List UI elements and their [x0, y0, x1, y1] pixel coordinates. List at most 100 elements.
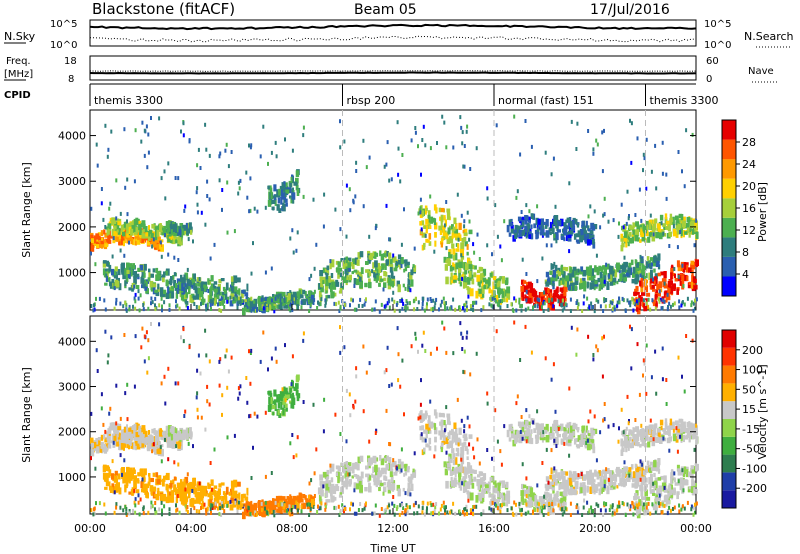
power-cell — [421, 138, 424, 142]
velocity-cell — [287, 501, 291, 507]
power-cell — [462, 271, 465, 276]
power-cell — [107, 147, 110, 152]
power-cell — [651, 284, 655, 290]
power-cell — [172, 224, 177, 232]
power-cell — [231, 285, 235, 293]
velocity-cell — [142, 488, 147, 493]
power-cell — [413, 307, 416, 312]
power-cell — [642, 152, 645, 157]
velocity-cell — [695, 489, 698, 494]
power-cell — [385, 162, 388, 167]
power-cell — [520, 285, 524, 292]
power-cell — [201, 296, 204, 304]
power-cell — [111, 254, 114, 259]
power-cell — [465, 129, 468, 134]
power-cell — [562, 278, 565, 285]
velocity-cell — [282, 389, 285, 397]
power-cell — [482, 268, 487, 276]
power-cell — [549, 221, 552, 229]
power-cell — [586, 296, 589, 301]
velocity-cell — [356, 463, 360, 471]
power-cell — [132, 263, 135, 269]
power-cell — [506, 292, 511, 300]
velocity-cell — [166, 430, 170, 439]
velocity-cell — [544, 491, 548, 499]
velocity-cell — [525, 500, 530, 508]
velocity-cell — [253, 502, 258, 511]
velocity-cell — [238, 492, 241, 500]
power-cell — [631, 236, 634, 244]
power-cell — [538, 303, 543, 310]
velocity-cell — [358, 476, 363, 481]
velocity-cell — [390, 463, 393, 471]
velocity-cell — [121, 436, 126, 442]
power-cell — [583, 225, 587, 234]
power-cell — [387, 277, 392, 286]
power-cell — [564, 279, 568, 287]
power-cell — [662, 223, 666, 227]
power-cell — [133, 225, 136, 232]
velocity-cell — [425, 423, 429, 430]
power-cell — [620, 236, 623, 242]
power-cell — [457, 237, 460, 242]
power-cell — [399, 179, 402, 184]
velocity-cell — [188, 491, 191, 499]
velocity-cell — [113, 427, 117, 434]
power-cell — [350, 297, 353, 302]
power-cell — [412, 299, 415, 304]
velocity-cell — [128, 467, 133, 472]
velocity-cell — [322, 471, 326, 478]
velocity-cell — [399, 467, 402, 474]
velocity-cell — [446, 442, 451, 449]
velocity-cell — [330, 483, 335, 488]
velocity-cell — [397, 488, 401, 497]
power-cell — [494, 283, 498, 290]
power-cell — [152, 268, 156, 273]
velocity-cell — [564, 483, 568, 491]
power-cell — [296, 230, 299, 235]
power-cell — [359, 297, 362, 302]
power-cell — [486, 243, 489, 248]
velocity-cell — [277, 500, 282, 508]
velocity-cell — [160, 493, 164, 502]
velocity-cell — [137, 436, 140, 444]
power-cell — [434, 232, 437, 238]
power-cell — [113, 231, 117, 237]
power-cell — [306, 298, 309, 303]
power-cell — [278, 188, 281, 196]
velocity-cell — [638, 506, 641, 513]
velocity-cell — [258, 502, 261, 511]
velocity-cell — [285, 394, 289, 399]
power-cell — [636, 136, 639, 141]
power-cell — [500, 258, 503, 263]
velocity-cell — [191, 483, 195, 488]
velocity-cell — [687, 486, 691, 493]
power-cell — [635, 285, 639, 292]
power-cell — [532, 215, 535, 220]
power-cell — [473, 300, 476, 305]
power-cell — [313, 297, 316, 302]
power-cell — [439, 216, 442, 221]
power-cell — [691, 261, 696, 270]
power-cell — [297, 304, 299, 309]
power-cell — [568, 249, 571, 254]
power-cell — [296, 188, 300, 196]
power-cell — [617, 234, 620, 239]
power-cell — [644, 285, 648, 293]
power-cell — [690, 300, 693, 305]
power-cell — [204, 122, 207, 127]
velocity-cell — [667, 495, 670, 499]
velocity-cell — [421, 415, 425, 422]
date-title: 17/Jul/2016 — [590, 2, 670, 18]
power-cell — [270, 191, 273, 199]
power-cell — [135, 217, 139, 226]
power-cell — [99, 241, 103, 249]
velocity-cell — [145, 492, 149, 498]
power-cell — [634, 259, 637, 264]
power-cell — [551, 297, 554, 302]
velocity-cell — [345, 485, 348, 490]
power-cell — [652, 277, 655, 282]
power-cell — [464, 277, 467, 283]
velocity-cell — [118, 439, 121, 444]
power-cell — [443, 223, 446, 228]
